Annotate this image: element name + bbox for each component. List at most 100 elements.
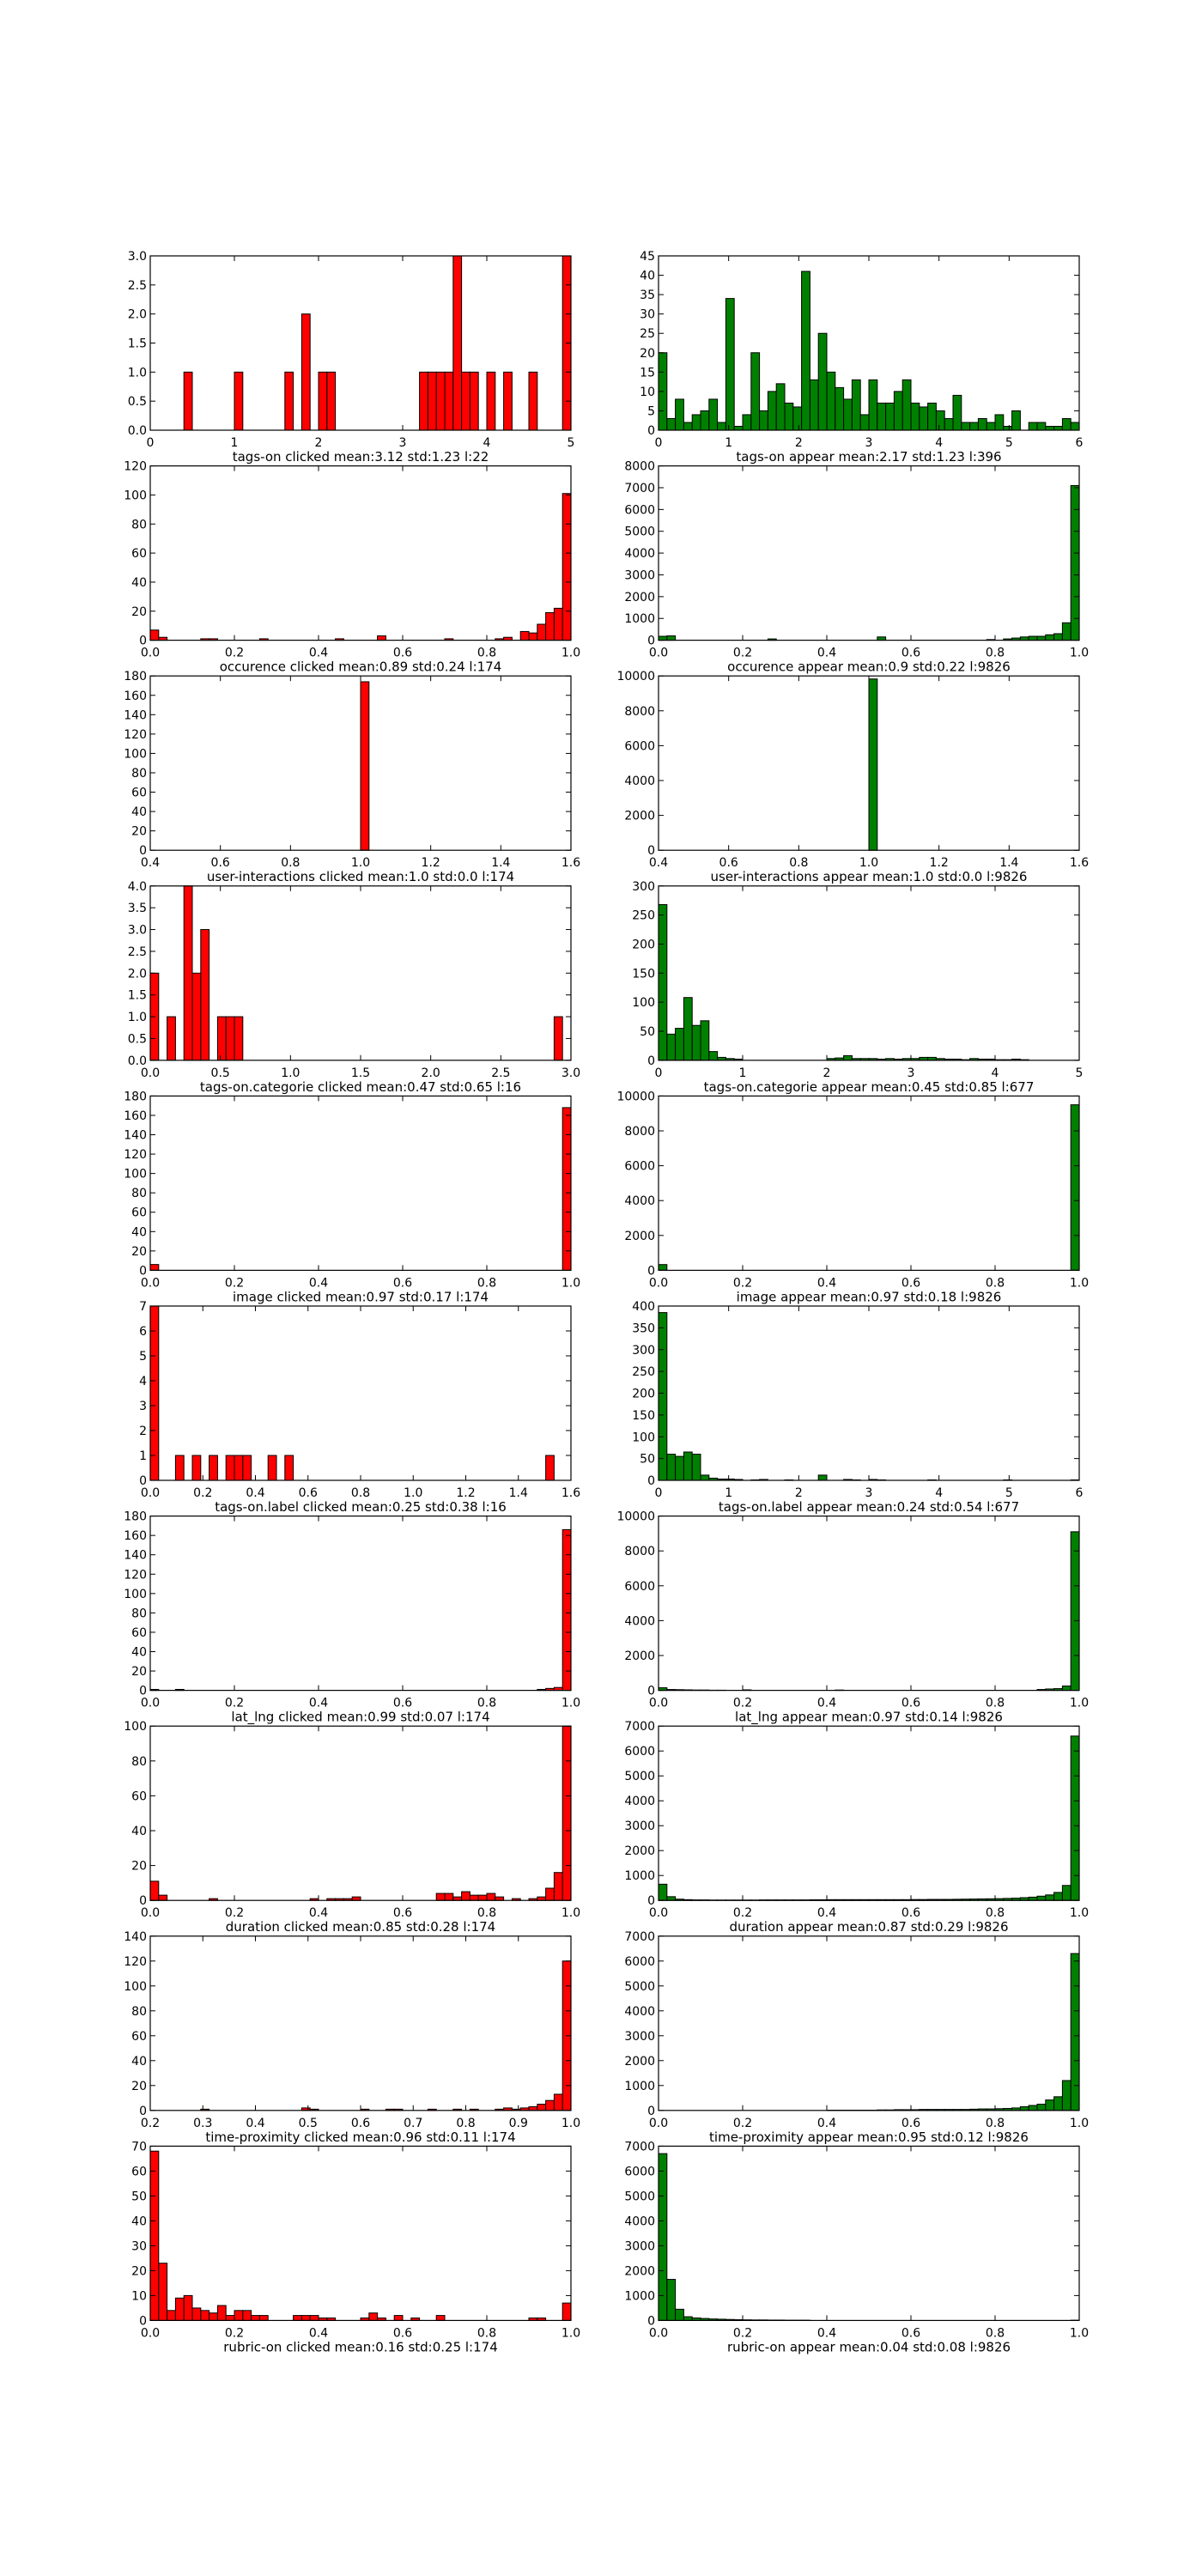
- y-tick-label: 3000: [624, 2030, 655, 2044]
- y-tick-label: 60: [131, 2165, 147, 2178]
- y-tick-label: 10000: [616, 670, 655, 683]
- histogram-panel: 0.0 0.2 0.4 0.6 0.8 1.0 0 20 40 60 80 100 120 140 160 1…: [124, 1090, 580, 1304]
- x-tick-label: 0.4: [817, 1276, 836, 1290]
- histogram-bar: [851, 379, 861, 431]
- y-tick-label: 180: [124, 670, 147, 683]
- histogram-panel: 0.0 0.2 0.4 0.6 0.8 1.0 0 1000 2000 3000 4000 5000 6…: [624, 1720, 1089, 1935]
- y-tick-label: 2: [139, 1425, 147, 1438]
- y-tick-label: 6000: [624, 1745, 655, 1759]
- x-tick-label: 1.0: [1070, 1906, 1089, 1920]
- histogram-bar: [801, 270, 810, 431]
- histogram-bar: [775, 383, 786, 431]
- x-tick-label: 0.8: [477, 647, 496, 660]
- y-tick-label: 0: [647, 1685, 655, 1698]
- histogram-bar: [528, 371, 538, 431]
- y-tick-label: 20: [131, 2080, 147, 2093]
- x-tick-label: 0.2: [733, 2326, 752, 2340]
- x-tick-label: 0.6: [902, 2117, 920, 2130]
- x-tick-label: 0.4: [817, 2117, 836, 2130]
- histogram-panel: 0 1 2 3 4 5 6 0 50 100 150 200 250 300 350 400 tags-on.l…: [632, 1300, 1083, 1515]
- histogram-bar: [675, 1455, 684, 1481]
- axes-frame: [658, 1305, 1080, 1481]
- x-tick-label: 1.0: [859, 856, 878, 870]
- y-tick-label: 50: [131, 2190, 147, 2203]
- histogram-bar: [817, 1474, 828, 1481]
- y-tick-label: 3000: [624, 1820, 655, 1833]
- y-tick-label: 300: [632, 1344, 655, 1358]
- x-tick-label: 0.4: [141, 856, 160, 870]
- y-tick-label: 80: [131, 518, 147, 532]
- histogram-bar: [444, 371, 454, 431]
- histogram-bar: [183, 885, 193, 1061]
- histogram-bar: [708, 398, 719, 431]
- y-tick-label: 1000: [624, 612, 655, 626]
- y-tick-label: 0: [647, 1054, 655, 1068]
- x-tick-label: 0.4: [246, 1486, 264, 1500]
- x-tick-label: 1.0: [562, 1906, 580, 1920]
- y-tick-label: 100: [124, 1168, 147, 1182]
- histogram-bar: [537, 1896, 547, 1901]
- chart-title: time-proximity clicked mean:0.96 std:0.1…: [205, 2129, 515, 2145]
- x-tick-label: 0.2: [733, 2117, 752, 2130]
- x-tick-label: 0.2: [193, 1486, 212, 1500]
- chart-title: time-proximity appear mean:0.95 std:0.12…: [709, 2129, 1029, 2145]
- histogram-bar: [267, 1455, 277, 1481]
- axes-frame: [149, 885, 572, 1061]
- x-tick-label: 0.2: [225, 1697, 244, 1710]
- histogram-bar: [792, 406, 803, 431]
- histogram-bar: [528, 2105, 538, 2111]
- x-tick-label: 0.6: [719, 856, 738, 870]
- histogram-bar: [435, 2315, 446, 2321]
- histogram-bar: [1045, 1894, 1055, 1901]
- x-tick-label: 0.4: [817, 647, 836, 660]
- y-tick-label: 2000: [624, 2055, 655, 2069]
- histogram-bar: [675, 398, 684, 431]
- x-tick-label: 0.8: [986, 2326, 1005, 2340]
- x-tick-label: 0.8: [281, 856, 300, 870]
- y-tick-label: 150: [632, 967, 655, 981]
- x-tick-label: 0.3: [193, 2117, 212, 2130]
- axes-frame: [658, 1515, 1080, 1692]
- y-tick-label: 30: [640, 308, 655, 322]
- chart-title: tags-on.categorie clicked mean:0.47 std:…: [200, 1079, 521, 1095]
- y-tick-label: 1.5: [128, 337, 147, 351]
- histogram-bar: [691, 1024, 701, 1061]
- y-tick-label: 100: [632, 996, 655, 1010]
- histogram-bar: [360, 681, 370, 851]
- histogram-bar: [1061, 2080, 1071, 2111]
- x-tick-label: 0.6: [902, 1276, 920, 1290]
- histogram-bar: [767, 391, 777, 431]
- y-tick-label: 6000: [624, 1580, 655, 1594]
- x-tick-label: 1.4: [491, 856, 510, 870]
- y-tick-label: 2000: [624, 810, 655, 823]
- x-tick-label: 0.2: [733, 647, 752, 660]
- x-tick-label: 0.6: [393, 1697, 412, 1710]
- y-tick-label: 1.0: [128, 366, 147, 380]
- histogram-bar: [209, 2312, 218, 2321]
- x-tick-label: 0.0: [649, 2117, 668, 2130]
- histogram-bar: [562, 1107, 572, 1271]
- y-tick-label: 4000: [624, 2215, 655, 2228]
- y-tick-label: 100: [124, 489, 147, 502]
- x-tick-label: 1.0: [562, 1276, 580, 1290]
- histogram-bar: [1036, 1895, 1047, 1901]
- x-tick-label: 4: [992, 1066, 999, 1080]
- y-tick-label: 120: [124, 1955, 147, 1969]
- x-tick-label: 0: [655, 1486, 663, 1500]
- x-tick-label: 3: [399, 436, 407, 450]
- y-tick-label: 0: [139, 2105, 147, 2118]
- histogram-panel: 0.0 0.2 0.4 0.6 0.8 1.0 0 10 20 30 40 50 60 70 rubric-…: [131, 2140, 580, 2354]
- histogram-bar: [191, 972, 202, 1061]
- axes-frame: [149, 2145, 572, 2321]
- histogram-bar: [191, 1455, 202, 1481]
- y-tick-label: 60: [131, 1206, 147, 1220]
- x-tick-label: 1.6: [1070, 856, 1089, 870]
- y-tick-label: 80: [131, 1607, 147, 1620]
- histogram-panel: 0.0 0.2 0.4 0.6 0.8 1.0 1.2 1.4 1.6 0 1 2 3 4 5 6 7 tags-…: [139, 1300, 580, 1515]
- histogram-bar: [927, 402, 937, 431]
- y-tick-label: 20: [131, 825, 147, 839]
- histogram-bar: [1053, 1892, 1063, 1901]
- histogram-bar: [1053, 2096, 1063, 2111]
- chart-title: rubric-on appear mean:0.04 std:0.08 l:98…: [727, 2339, 1011, 2354]
